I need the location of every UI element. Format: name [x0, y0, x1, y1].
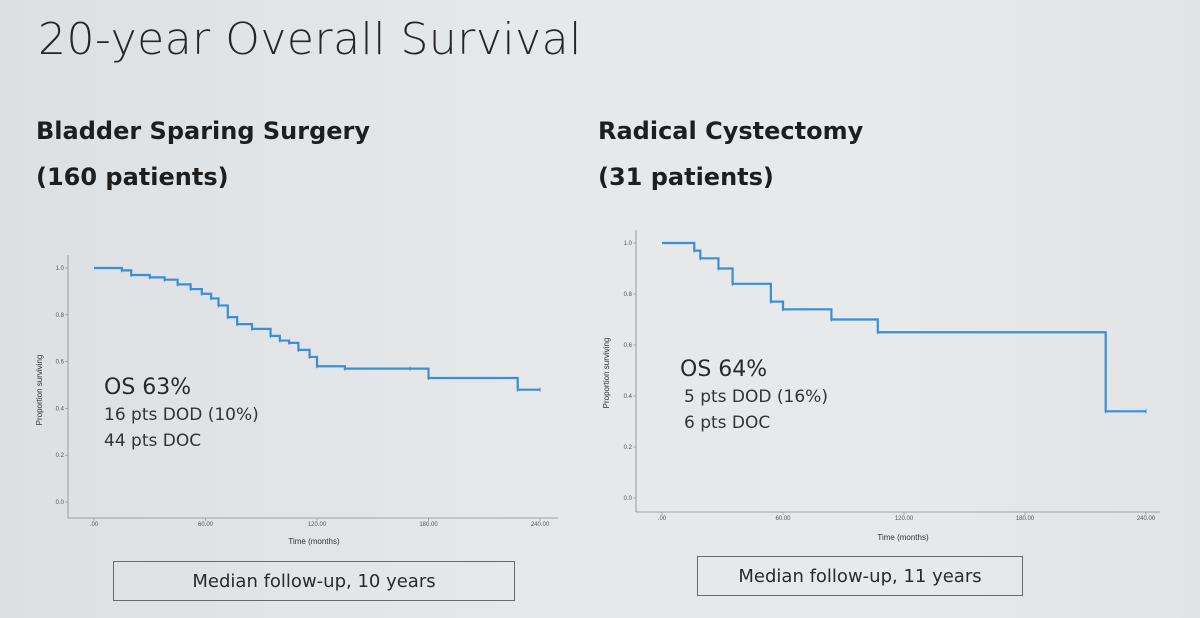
- left-x-tick-label: .00: [90, 522, 99, 528]
- right-x-tick-label: 240.00: [1137, 516, 1156, 522]
- left-dod-line: 16 pts DOD (10%): [104, 405, 259, 425]
- right-x-tick-label: 60.00: [775, 516, 791, 522]
- left-patient-count: (160 patients): [36, 163, 229, 191]
- right-y-tick-label: 1.0: [624, 241, 633, 247]
- left-y-tick-label: 1.0: [56, 266, 65, 272]
- right-y-tick-label: 0.6: [624, 343, 633, 349]
- left-annotation: OS 63% 16 pts DOD (10%) 44 pts DOC: [104, 374, 259, 454]
- right-doc-line: 6 pts DOC: [684, 413, 771, 433]
- right-y-tick-label: 0.0: [624, 496, 633, 502]
- right-survival-curve: [662, 241, 1146, 413]
- left-x-tick-label: 180.00: [419, 522, 438, 528]
- left-y-tick-label: 0.2: [56, 453, 65, 459]
- left-x-axis-label: Time (months): [288, 537, 340, 546]
- right-panel-heading: Radical Cystectomy (31 patients): [598, 108, 863, 200]
- left-y-tick-label: 0.6: [56, 360, 65, 366]
- left-y-axis-label: Proportion surviving: [35, 355, 44, 426]
- left-x-tick-label: 120.00: [308, 522, 327, 528]
- left-x-tick-label: 240.00: [531, 522, 550, 528]
- right-os-value: OS 64%: [680, 357, 768, 382]
- slide-title: 20-year Overall Survival: [38, 14, 582, 65]
- right-group-name: Radical Cystectomy: [598, 117, 864, 145]
- left-os-value: OS 63%: [104, 375, 192, 400]
- left-panel-heading: Bladder Sparing Surgery (160 patients): [36, 108, 370, 200]
- left-y-tick-label: 0.8: [56, 313, 65, 319]
- right-x-axis-label: Time (months): [877, 533, 929, 542]
- right-y-tick-label: 0.2: [624, 445, 633, 451]
- right-y-axis-label: Proportion surviving: [602, 338, 611, 409]
- left-x-tick-label: 60.00: [198, 522, 214, 528]
- left-y-tick-label: 0.0: [56, 500, 65, 506]
- left-y-tick-label: 0.4: [56, 406, 65, 412]
- right-y-tick-label: 0.8: [624, 292, 633, 298]
- right-x-tick-label: 120.00: [895, 516, 914, 522]
- right-patient-count: (31 patients): [598, 163, 774, 191]
- right-followup-box: Median follow-up, 11 years: [697, 556, 1023, 596]
- right-y-tick-label: 0.4: [624, 394, 633, 400]
- right-dod-line: 5 pts DOD (16%): [684, 387, 828, 407]
- right-annotation: OS 64% 5 pts DOD (16%) 6 pts DOC: [680, 356, 828, 436]
- left-followup-box: Median follow-up, 10 years: [113, 561, 515, 601]
- right-x-tick-label: 180.00: [1016, 516, 1035, 522]
- left-group-name: Bladder Sparing Surgery: [36, 117, 371, 145]
- right-x-tick-label: .00: [658, 516, 667, 522]
- left-doc-line: 44 pts DOC: [104, 431, 202, 451]
